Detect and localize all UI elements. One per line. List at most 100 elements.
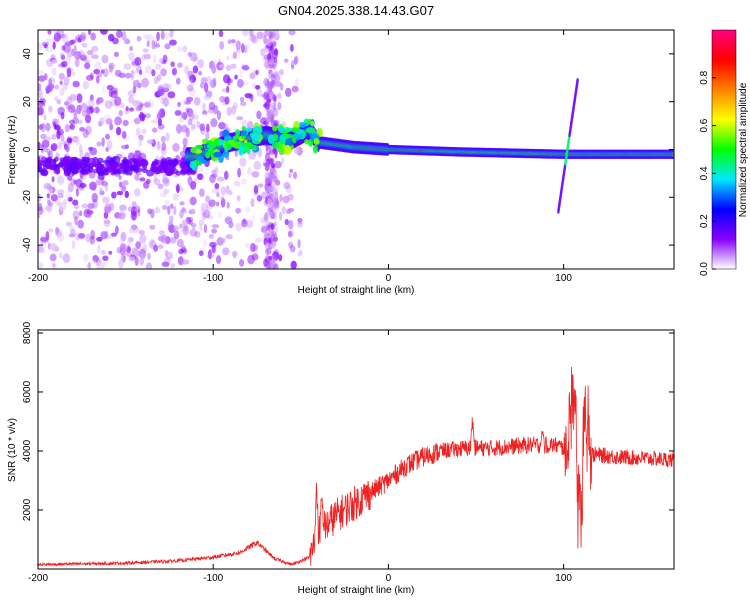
heatmap-cell: [111, 191, 117, 199]
heatmap-cell: [57, 112, 62, 119]
heatmap-cell: [44, 205, 51, 211]
heatmap-cell: [187, 51, 193, 57]
heatmap-cell: [81, 156, 86, 163]
heatmap-cell: [310, 120, 315, 126]
heatmap-cell: [201, 159, 208, 164]
heatmap-cell: [263, 237, 269, 246]
heatmap-cell: [156, 140, 161, 151]
heatmap-cell: [238, 145, 244, 156]
heatmap-cell: [206, 140, 213, 145]
heatmap-cell: [272, 33, 277, 39]
heatmap-cell: [232, 251, 237, 260]
heatmap-cell: [267, 233, 270, 240]
heatmap-cell: [209, 174, 216, 184]
heatmap-cell: [190, 125, 195, 133]
heatmap-cell: [135, 127, 141, 138]
heatmap-cell: [61, 45, 66, 51]
heatmap-cell: [38, 89, 43, 99]
heatmap-cell: [224, 145, 229, 153]
heatmap-cell: [162, 54, 168, 63]
heatmap-cell: [56, 232, 65, 242]
heatmap-cell: [72, 199, 79, 206]
y-tick-label: 6000: [22, 380, 33, 403]
heatmap-cell: [227, 76, 231, 86]
heatmap-cell: [179, 209, 184, 219]
heatmap-cell: [293, 171, 298, 180]
heatmap-cell: [285, 87, 292, 97]
heatmap-cell: [95, 105, 99, 115]
heatmap-cell: [268, 63, 275, 69]
heatmap-cell: [172, 193, 180, 201]
heatmap-cell: [104, 206, 112, 214]
heatmap-cell: [138, 229, 145, 235]
heatmap-cell: [178, 223, 184, 229]
heatmap-cell: [110, 90, 118, 99]
y-tick-label: 0: [22, 146, 33, 152]
heatmap-cell: [127, 90, 135, 97]
heatmap-cell: [125, 143, 129, 149]
heatmap-cell: [66, 67, 72, 78]
heatmap-cell: [82, 109, 89, 118]
heatmap-cell: [161, 142, 167, 152]
heatmap-cell: [82, 128, 89, 139]
heatmap-cell: [50, 194, 58, 202]
heatmap-cell: [60, 54, 66, 60]
heatmap-cell: [178, 117, 185, 123]
heatmap-cell: [176, 183, 180, 194]
heatmap-cell: [54, 95, 59, 102]
heatmap-cell: [134, 164, 140, 173]
heatmap-cell: [249, 30, 254, 38]
heatmap-cell: [156, 31, 160, 42]
heatmap-cell: [77, 34, 86, 41]
heatmap-cell: [192, 56, 198, 62]
heatmap-cell: [84, 114, 92, 124]
spectrogram-heatmap: [38, 30, 674, 269]
heatmap-cell: [243, 44, 248, 54]
heatmap-cell: [274, 149, 278, 159]
heatmap-cell: [279, 194, 283, 203]
heatmap-cell: [211, 224, 220, 229]
heatmap-cell: [38, 106, 44, 116]
heatmap-cell: [69, 123, 76, 131]
heatmap-cell: [266, 98, 272, 104]
heatmap-cell: [265, 112, 272, 123]
heatmap-cell: [170, 61, 175, 68]
heatmap-cell: [90, 54, 99, 59]
heatmap-cell: [231, 105, 237, 115]
heatmap-cell: [52, 30, 59, 36]
heatmap-cell: [219, 40, 225, 50]
heatmap-cell: [226, 106, 232, 116]
colorbar-tick-label: 0.6: [699, 118, 710, 132]
x-tick-label: -200: [28, 573, 48, 584]
heatmap-cell: [89, 94, 94, 102]
heatmap-cell: [237, 167, 242, 178]
heatmap-cell: [173, 159, 178, 165]
heatmap-cell: [218, 121, 226, 130]
heatmap-cell: [193, 96, 201, 106]
heatmap-cell: [143, 101, 151, 108]
heatmap-cell: [150, 208, 155, 219]
heatmap-cell: [251, 171, 260, 178]
heatmap-cell: [189, 209, 196, 215]
heatmap-cell: [206, 215, 214, 220]
heatmap-cell: [107, 33, 115, 42]
heatmap-cell: [225, 185, 230, 195]
heatmap-cell: [164, 256, 171, 266]
heatmap-cell: [253, 184, 259, 194]
heatmap-cell: [114, 96, 122, 107]
heatmap-cell: [267, 134, 275, 145]
heatmap-cell: [153, 178, 161, 186]
heatmap-cell: [119, 163, 124, 170]
heatmap-cell: [78, 104, 83, 110]
heatmap-cell: [57, 189, 65, 195]
heatmap-cell: [90, 229, 96, 240]
heatmap-cell: [273, 221, 277, 226]
heatmap-cell: [273, 57, 277, 62]
heatmap-cell: [84, 253, 88, 262]
heatmap-cell: [140, 254, 147, 262]
heatmap-cell: [109, 123, 114, 131]
heatmap-cell: [149, 224, 156, 230]
heatmap-cell: [240, 130, 248, 137]
heatmap-cell: [79, 149, 84, 160]
heatmap-cell: [195, 149, 203, 154]
